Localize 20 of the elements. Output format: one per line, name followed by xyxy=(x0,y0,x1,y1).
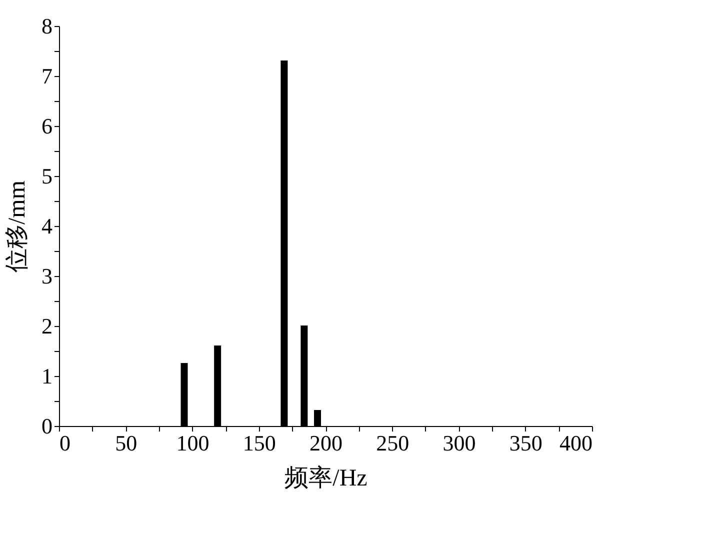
y-tick-label: 6 xyxy=(42,114,52,138)
y-axis-title: 位移/mm xyxy=(4,180,30,273)
y-tick-label: 1 xyxy=(42,364,52,388)
y-tick-label: 0 xyxy=(42,414,52,438)
x-tick-label: 50 xyxy=(115,430,138,456)
x-tick-label: 400 xyxy=(560,430,592,456)
x-tick-label: 150 xyxy=(242,430,276,456)
x-tick-label: 250 xyxy=(376,430,410,456)
x-tick-label: 100 xyxy=(176,430,210,456)
y-tick-label: 8 xyxy=(42,14,52,38)
x-tick-label: 350 xyxy=(509,430,542,456)
y-tick-label: 5 xyxy=(42,164,52,188)
x-tick-label: 200 xyxy=(310,430,342,456)
x-tick-label: 300 xyxy=(442,430,476,456)
y-tick-label: 2 xyxy=(42,314,52,338)
x-axis-title: 频率/Hz xyxy=(284,464,368,492)
y-tick-label: 3 xyxy=(42,264,52,288)
x-tick-label: 0 xyxy=(60,430,70,456)
y-tick-label: 4 xyxy=(42,214,52,238)
y-tick-label: 7 xyxy=(42,64,52,88)
